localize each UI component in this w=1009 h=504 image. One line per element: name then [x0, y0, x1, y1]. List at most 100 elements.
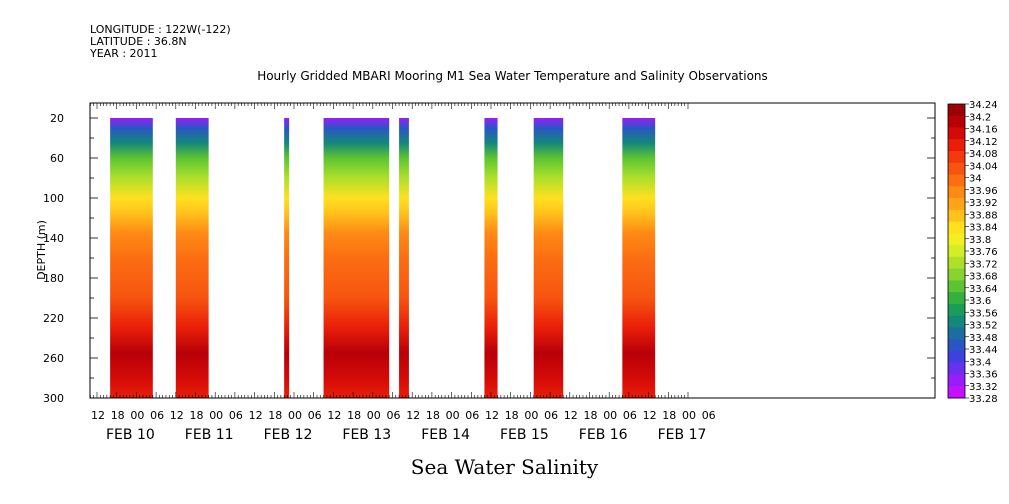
x-hour-tick-label: 00	[130, 409, 144, 422]
longitude-label: LONGITUDE : 122W(-122)	[90, 23, 231, 36]
x-hour-tick-label: 00	[524, 409, 538, 422]
x-date-label: FEB 16	[579, 427, 628, 443]
y-tick-label: 300	[43, 392, 64, 405]
colorbar-level-label: 33.92	[969, 198, 998, 209]
colorbar-level-label: 34.16	[969, 125, 998, 136]
colorbar-level-label: 33.4	[969, 357, 991, 368]
x-hour-tick-label: 18	[268, 409, 282, 422]
colorbar-level-label: 33.72	[969, 259, 998, 270]
latitude-label: LATITUDE : 36.8N	[90, 35, 187, 48]
colorbar-level-label: 33.6	[969, 296, 991, 307]
colorbar-swatch	[948, 386, 965, 399]
x-hour-tick-label: 12	[564, 409, 578, 422]
colorbar-level-label: 34.12	[969, 137, 998, 148]
colorbar-swatch	[948, 221, 965, 234]
plot-area	[110, 118, 656, 398]
x-date-label: FEB 13	[342, 427, 391, 443]
x-hour-tick-label: 12	[91, 409, 105, 422]
colorbar-level-label: 34.04	[969, 161, 998, 172]
colorbar-swatch	[948, 209, 965, 223]
data-segment-6	[484, 118, 498, 398]
x-hour-tick-label: 18	[662, 409, 676, 422]
colorbar-swatch	[948, 198, 965, 211]
x-hour-tick-label: 00	[682, 409, 696, 422]
x-hour-tick-label: 00	[446, 409, 460, 422]
x-hour-tick-label: 12	[249, 409, 263, 422]
colorbar-swatch	[948, 268, 965, 281]
colorbar-swatch	[948, 362, 965, 375]
x-hour-tick-label: 18	[111, 409, 125, 422]
colorbar-swatch	[948, 256, 965, 270]
colorbar-level-label: 34	[969, 174, 982, 185]
x-hour-tick-label: 00	[288, 409, 302, 422]
colorbar-level-label: 33.32	[969, 382, 998, 393]
x-date-label: FEB 15	[500, 427, 549, 443]
data-segment-3	[284, 118, 290, 398]
colorbar-level-label: 33.76	[969, 247, 998, 258]
colorbar-level-label: 33.64	[969, 284, 998, 295]
colorbar-level-label: 33.88	[969, 210, 998, 221]
colorbar-swatch	[948, 374, 965, 387]
colorbar-swatch	[948, 151, 965, 164]
x-hour-tick-label: 18	[505, 409, 519, 422]
colorbar-level-label: 33.48	[969, 333, 998, 344]
x-hour-tick-label: 18	[347, 409, 361, 422]
colorbar-level-label: 33.56	[969, 308, 998, 319]
chart-caption: Sea Water Salinity	[410, 455, 599, 479]
data-segment-2	[175, 118, 209, 398]
colorbar-level-label: 33.8	[969, 235, 991, 246]
colorbar-swatch	[948, 303, 965, 317]
colorbar-level-label: 33.68	[969, 272, 998, 283]
colorbar-swatch	[948, 339, 965, 352]
y-tick-label: 140	[43, 232, 64, 245]
x-hour-tick-label: 12	[170, 409, 184, 422]
colorbar-level-label: 34.08	[969, 149, 998, 160]
x-date-label: FEB 12	[264, 427, 313, 443]
x-hour-tick-label: 06	[623, 409, 637, 422]
x-date-label: FEB 11	[185, 427, 234, 443]
colorbar-swatch	[948, 139, 965, 152]
x-hour-tick-label: 06	[229, 409, 243, 422]
colorbar-swatch	[948, 245, 965, 258]
colorbar-swatch	[948, 162, 965, 176]
colorbar-swatch	[948, 186, 965, 199]
colorbar-level-label: 33.44	[969, 345, 998, 356]
data-segment-4	[323, 118, 390, 398]
data-segment-1	[110, 118, 153, 398]
y-tick-label: 100	[43, 192, 64, 205]
y-axis-label: DEPTH (m)	[35, 220, 48, 280]
x-date-label: FEB 17	[658, 427, 707, 443]
colorbar-swatch	[948, 104, 965, 117]
colorbar-swatch	[948, 350, 965, 364]
colorbar-swatch	[948, 327, 965, 340]
x-hour-tick-label: 18	[584, 409, 598, 422]
colorbar-swatch	[948, 233, 965, 246]
x-date-label: FEB 10	[106, 427, 155, 443]
x-hour-tick-label: 06	[544, 409, 558, 422]
x-hour-tick-label: 18	[426, 409, 440, 422]
axes: 12 18 00 06 12 18 00 06 12 18 00 06 12 18 00 06 12 18 00 06…	[43, 102, 936, 443]
x-hour-tick-label: 00	[209, 409, 223, 422]
colorbar-level-label: 33.28	[969, 394, 998, 405]
colorbar-swatch	[948, 280, 965, 293]
x-date-label: FEB 14	[421, 427, 470, 443]
x-hour-tick-label: 06	[702, 409, 716, 422]
colorbar-swatch	[948, 115, 965, 129]
data-segment-8	[622, 118, 656, 398]
x-hour-tick-label: 12	[643, 409, 657, 422]
x-hour-tick-label: 06	[308, 409, 322, 422]
data-segment-7	[533, 118, 564, 398]
y-tick-label: 260	[43, 352, 64, 365]
colorbar-swatch	[948, 127, 965, 140]
colorbar-level-label: 33.84	[969, 223, 998, 234]
colorbar-level-label: 34.24	[969, 100, 998, 111]
colorbar-level-label: 33.36	[969, 370, 998, 381]
plot-frame	[89, 102, 936, 399]
x-hour-tick-label: 12	[406, 409, 420, 422]
colorbar-level-label: 33.96	[969, 186, 998, 197]
x-hour-tick-label: 06	[150, 409, 164, 422]
year-label: YEAR : 2011	[90, 47, 158, 60]
y-tick-label: 220	[43, 312, 64, 325]
